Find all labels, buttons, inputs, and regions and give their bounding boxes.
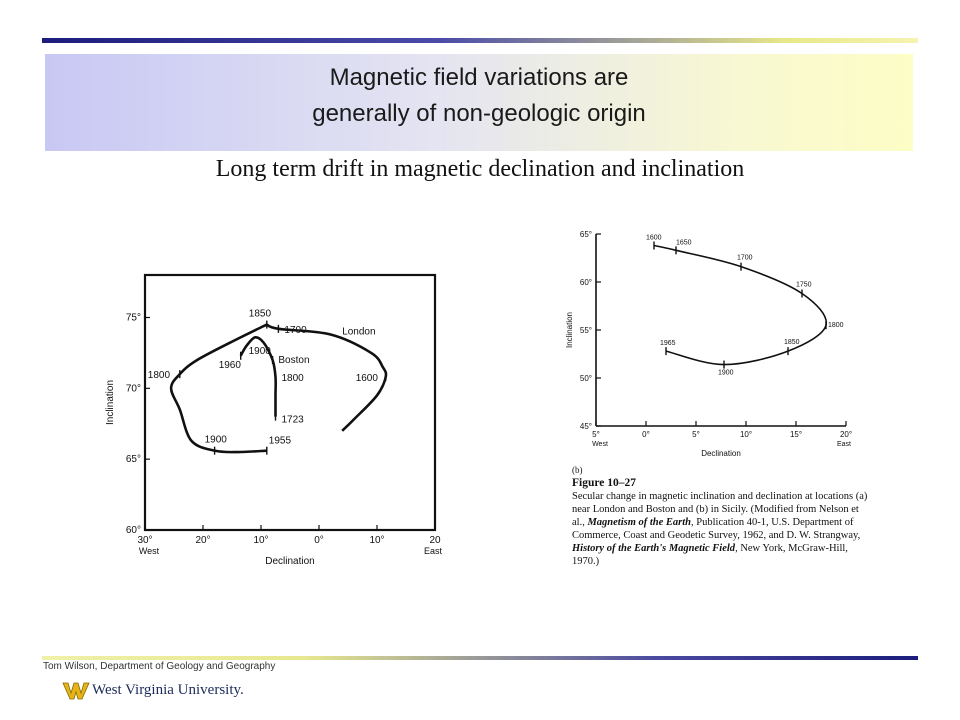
caption-italic-1: Magnetism of the Earth <box>587 517 692 528</box>
caption-body: Secular change in magnetic inclination a… <box>572 490 872 568</box>
x-tick-label: 15° <box>790 430 802 439</box>
point-label: 1900 <box>205 435 228 446</box>
point-label: 1650 <box>676 239 692 246</box>
x-end-label-west: West <box>592 441 608 448</box>
point-label: 1850 <box>784 339 800 346</box>
x-end-label-west: West <box>139 546 160 556</box>
point-label: 1723 <box>282 415 305 426</box>
x-tick-label: 5° <box>592 430 600 439</box>
point-label: 1900 <box>718 370 734 377</box>
y-tick-label: 65° <box>126 454 141 465</box>
wv-flying-logo-icon <box>62 682 90 700</box>
point-label: 1800 <box>148 370 171 381</box>
chart-london-boston: 60° 65° 70° 75° 30° 20° 10° 0° 10° 20 West East Decl… <box>105 273 443 567</box>
x-end-label-east: East <box>837 441 851 448</box>
point-label: 1955 <box>269 436 292 447</box>
x-tick-label: 10° <box>253 535 268 546</box>
x-tick-label: 0° <box>314 535 324 546</box>
point-label: 1960 <box>219 360 242 371</box>
x-tick-label: 30° <box>137 535 152 546</box>
slide-subtitle: Long term drift in magnetic declination … <box>215 156 745 182</box>
point-label: 1965 <box>660 340 676 347</box>
caption-part-label: (b) <box>572 465 583 475</box>
y-tick-label: 45° <box>580 422 592 431</box>
point-label: 1600 <box>646 235 662 242</box>
series-line <box>266 323 388 432</box>
x-axis-label: Declination <box>265 556 314 567</box>
title-line-1: Magnetic field variations are <box>329 64 629 91</box>
caption-text-1: Secular change in magnetic inclination a… <box>572 491 868 528</box>
caption-italic-2: History of the Earth's Magnetic Field <box>572 543 736 554</box>
series-label: Boston <box>278 355 309 366</box>
y-tick-label: 75° <box>126 313 141 324</box>
x-tick-label: 0° <box>642 430 650 439</box>
point-label: 1600 <box>356 373 379 384</box>
bottom-rule <box>42 656 918 660</box>
y-tick-label: 70° <box>126 383 141 394</box>
point-label: 1850 <box>249 309 272 320</box>
caption-figure-number: Figure 10–27 <box>572 477 636 489</box>
caption-text-2: , Publication 40-1, U.S. Department of C… <box>572 517 861 541</box>
x-tick-label: 20 <box>429 535 441 546</box>
point-label: 1800 <box>828 322 844 329</box>
y-tick-label: 65° <box>580 230 592 239</box>
footer-credit: Tom Wilson, Department of Geology and Ge… <box>43 661 276 672</box>
x-axis-label: Declination <box>701 449 741 458</box>
y-tick-label: 60° <box>580 278 592 287</box>
title-line-2: generally of non-geologic origin <box>312 100 646 127</box>
x-tick-label: 20° <box>195 535 210 546</box>
y-tick-label: 50° <box>580 374 592 383</box>
point-label: 1700 <box>284 325 307 336</box>
top-rule <box>42 38 918 43</box>
wvu-logo-text: West Virginia University. <box>92 682 244 698</box>
figure-caption: (b) Figure 10–27 Secular change in magne… <box>572 464 872 568</box>
series-line <box>239 335 278 417</box>
x-tick-label: 10° <box>740 430 752 439</box>
y-axis-label: Inclination <box>565 312 574 348</box>
point-label: 1800 <box>282 373 305 384</box>
point-label: 1700 <box>737 255 753 262</box>
x-end-label-east: East <box>424 546 443 556</box>
plot-frame <box>143 273 437 532</box>
chart-sicily: 45° 50° 55° 60° 65° 5° 0° 5° 10° 15° 20° West East De… <box>565 230 852 458</box>
wvu-logo: West Virginia University. <box>62 680 262 704</box>
y-tick-label: 55° <box>580 326 592 335</box>
x-tick-label: 5° <box>692 430 700 439</box>
x-tick-label: 20° <box>840 430 852 439</box>
point-label: 1900 <box>249 346 272 357</box>
series-line <box>169 323 268 454</box>
y-axis-label: Inclination <box>105 380 116 425</box>
title-box: Magnetic field variations are generally … <box>45 54 913 151</box>
point-label: 1750 <box>796 282 812 289</box>
series-label: London <box>342 327 375 338</box>
x-tick-label: 10° <box>369 535 384 546</box>
y-tick-label: 60° <box>126 525 141 536</box>
series-line <box>653 244 828 366</box>
caption-text-3: , New York, McGraw-Hill, 1970.) <box>572 543 848 567</box>
